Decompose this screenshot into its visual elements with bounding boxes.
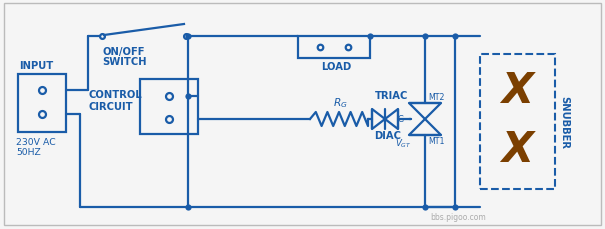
Bar bbox=[480, 55, 555, 189]
Text: X: X bbox=[502, 70, 534, 112]
Text: G: G bbox=[397, 114, 403, 123]
Text: X: X bbox=[502, 128, 534, 170]
Bar bbox=[18, 75, 66, 132]
Text: 50HZ: 50HZ bbox=[16, 147, 41, 156]
Text: ON/OFF: ON/OFF bbox=[102, 47, 145, 57]
Text: 230V AC: 230V AC bbox=[16, 137, 56, 146]
Text: CONTROL: CONTROL bbox=[88, 90, 142, 100]
Text: MT2: MT2 bbox=[428, 93, 445, 101]
Text: CIRCUIT: CIRCUIT bbox=[88, 101, 132, 112]
Text: DIAC: DIAC bbox=[374, 131, 401, 140]
Text: MT1: MT1 bbox=[428, 136, 445, 145]
Text: LOAD: LOAD bbox=[321, 62, 352, 72]
Text: SNUBBER: SNUBBER bbox=[559, 95, 569, 148]
Text: SWITCH: SWITCH bbox=[102, 57, 146, 67]
Text: bbs.pigoo.com: bbs.pigoo.com bbox=[430, 212, 486, 221]
Text: INPUT: INPUT bbox=[19, 61, 53, 71]
Bar bbox=[298, 37, 370, 59]
Text: TRIAC: TRIAC bbox=[375, 91, 408, 101]
Text: $R_G$: $R_G$ bbox=[333, 96, 348, 109]
Bar bbox=[140, 80, 198, 134]
Text: $V_{GT}$: $V_{GT}$ bbox=[395, 136, 411, 149]
